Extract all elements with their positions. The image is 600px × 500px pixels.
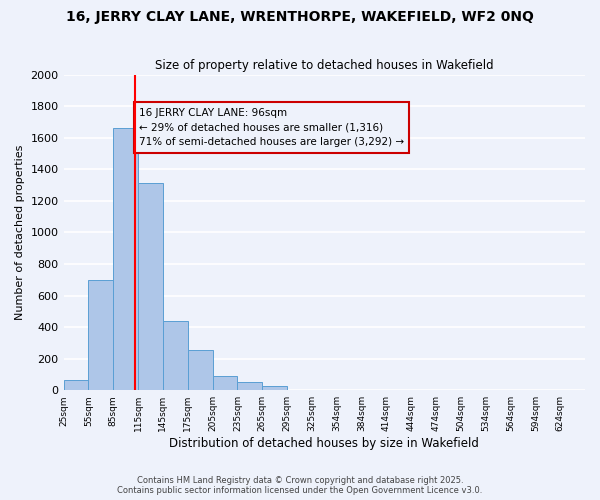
Bar [113, 128, 138, 390]
X-axis label: Distribution of detached houses by size in Wakefield: Distribution of detached houses by size … [169, 437, 479, 450]
Bar [212, 376, 238, 390]
Y-axis label: Number of detached properties: Number of detached properties [15, 144, 25, 320]
Bar [262, 386, 287, 390]
Title: Size of property relative to detached houses in Wakefield: Size of property relative to detached ho… [155, 59, 494, 72]
Bar [188, 350, 212, 390]
Text: 16 JERRY CLAY LANE: 96sqm
← 29% of detached houses are smaller (1,316)
71% of se: 16 JERRY CLAY LANE: 96sqm ← 29% of detac… [139, 108, 404, 148]
Text: 16, JERRY CLAY LANE, WRENTHORPE, WAKEFIELD, WF2 0NQ: 16, JERRY CLAY LANE, WRENTHORPE, WAKEFIE… [66, 10, 534, 24]
Bar [138, 184, 163, 390]
Bar [88, 280, 113, 390]
Bar [163, 321, 188, 390]
Text: Contains HM Land Registry data © Crown copyright and database right 2025.
Contai: Contains HM Land Registry data © Crown c… [118, 476, 482, 495]
Bar [238, 382, 262, 390]
Bar [64, 380, 88, 390]
